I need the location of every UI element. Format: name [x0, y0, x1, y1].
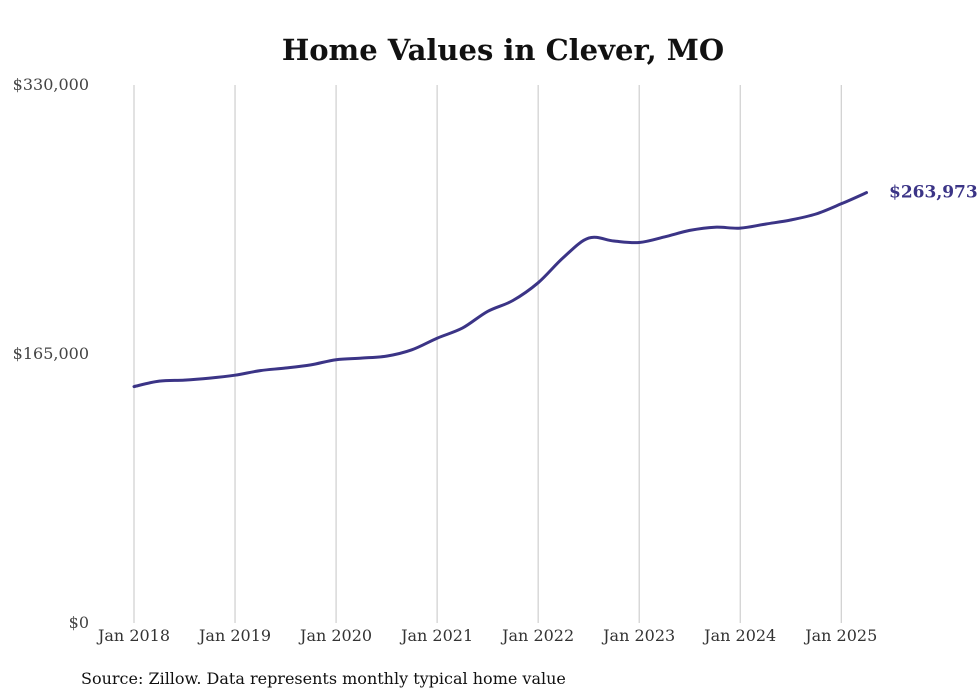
x-tick-label: Jan 2025: [803, 626, 877, 645]
series-line: [132, 191, 868, 389]
data-point: [612, 239, 616, 243]
data-point: [309, 363, 313, 367]
data-point: [132, 385, 136, 388]
y-axis-ticks: $330,000 $165,000 $0: [13, 75, 89, 632]
data-point: [587, 236, 590, 240]
data-point: [435, 336, 439, 340]
x-tick-label: Jan 2018: [96, 626, 170, 645]
data-point: [764, 222, 767, 226]
data-point: [840, 202, 843, 206]
data-point: [208, 376, 211, 380]
source-note: Source: Zillow. Data represents monthly …: [81, 669, 566, 688]
data-point: [814, 212, 818, 216]
data-point: [637, 241, 641, 244]
data-point: [739, 226, 742, 230]
data-point: [284, 366, 287, 370]
data-point: [360, 356, 363, 360]
data-point: [562, 256, 565, 259]
chart-title: Home Values in Clever, MO: [282, 33, 724, 67]
x-tick-label: Jan 2024: [702, 626, 776, 645]
data-point: [183, 378, 186, 382]
data-point: [259, 369, 262, 372]
data-point: [461, 326, 464, 330]
data-point: [511, 299, 515, 302]
data-point: [865, 191, 868, 194]
series-layer: [132, 191, 868, 389]
data-point: [385, 354, 388, 358]
x-tick-label: Jan 2021: [399, 626, 473, 645]
x-axis-ticks: Jan 2018 Jan 2019 Jan 2020 Jan 2021 Jan 2022…: [96, 626, 877, 645]
data-point: [789, 218, 792, 222]
data-point: [410, 348, 414, 351]
data-point: [334, 358, 338, 361]
gridlines: [133, 85, 842, 623]
data-point: [536, 281, 540, 284]
x-tick-label: Jan 2019: [197, 626, 271, 645]
x-tick-label: Jan 2022: [500, 626, 574, 645]
x-tick-label: Jan 2023: [601, 626, 675, 645]
x-tick-label: Jan 2020: [298, 626, 372, 645]
data-point: [688, 229, 691, 232]
y-tick-label: $330,000: [13, 75, 89, 94]
data-point: [158, 379, 161, 383]
data-point: [663, 235, 666, 239]
data-point: [233, 373, 237, 377]
y-tick-label: $0: [69, 613, 89, 632]
data-point: [486, 310, 489, 313]
end-value-label: $263,973: [889, 183, 978, 203]
y-tick-label: $165,000: [13, 344, 89, 363]
data-point: [713, 225, 717, 229]
